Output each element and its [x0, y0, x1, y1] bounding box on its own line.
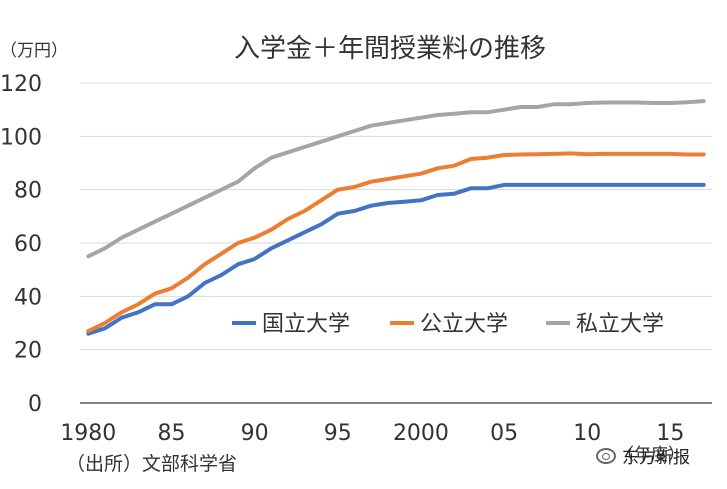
- y-tick-labels: 0 20 40 60 80 100 120: [0, 72, 42, 417]
- y-tick-label: 0: [28, 392, 42, 417]
- y-tick-label: 20: [14, 339, 42, 364]
- watermark: 东方新报: [596, 443, 690, 468]
- chart-title: 入学金＋年間授業料の推移: [234, 34, 546, 64]
- series-line-2: [86, 151, 706, 333]
- y-tick-label: 120: [0, 72, 42, 97]
- series-line-1: [86, 182, 706, 336]
- legend: 国立大学 公立大学 私立大学: [232, 312, 664, 337]
- source-note: （出所）文部科学省: [66, 453, 237, 475]
- x-tick-label: 2000: [393, 421, 449, 446]
- x-tick-label: 1980: [60, 421, 116, 446]
- x-tick-label: 10: [573, 421, 601, 446]
- watermark-text: 东方新报: [622, 448, 690, 468]
- x-tick-label: 85: [157, 421, 185, 446]
- x-tick-label: 90: [241, 421, 269, 446]
- x-tick-label: 95: [324, 421, 352, 446]
- legend-label: 国立大学: [262, 312, 350, 337]
- legend-label: 私立大学: [576, 312, 664, 337]
- x-axis-label: （年度）: [617, 445, 685, 465]
- chat-bubble-icon: [596, 447, 616, 464]
- y-tick-label: 80: [14, 179, 42, 204]
- x-tick-label: 05: [490, 421, 518, 446]
- legend-label: 公立大学: [420, 312, 508, 337]
- x-tick-label: 15: [656, 421, 684, 446]
- y-tick-label: 40: [14, 285, 42, 310]
- y-tick-label: 60: [14, 232, 42, 257]
- x-tick-labels: 1980 85 90 95 2000 05 10 15: [60, 421, 684, 446]
- series-line-3: [86, 99, 706, 259]
- y-tick-label: 100: [0, 125, 42, 150]
- series-group: [86, 99, 706, 336]
- y-axis-label: （万円）: [0, 41, 68, 61]
